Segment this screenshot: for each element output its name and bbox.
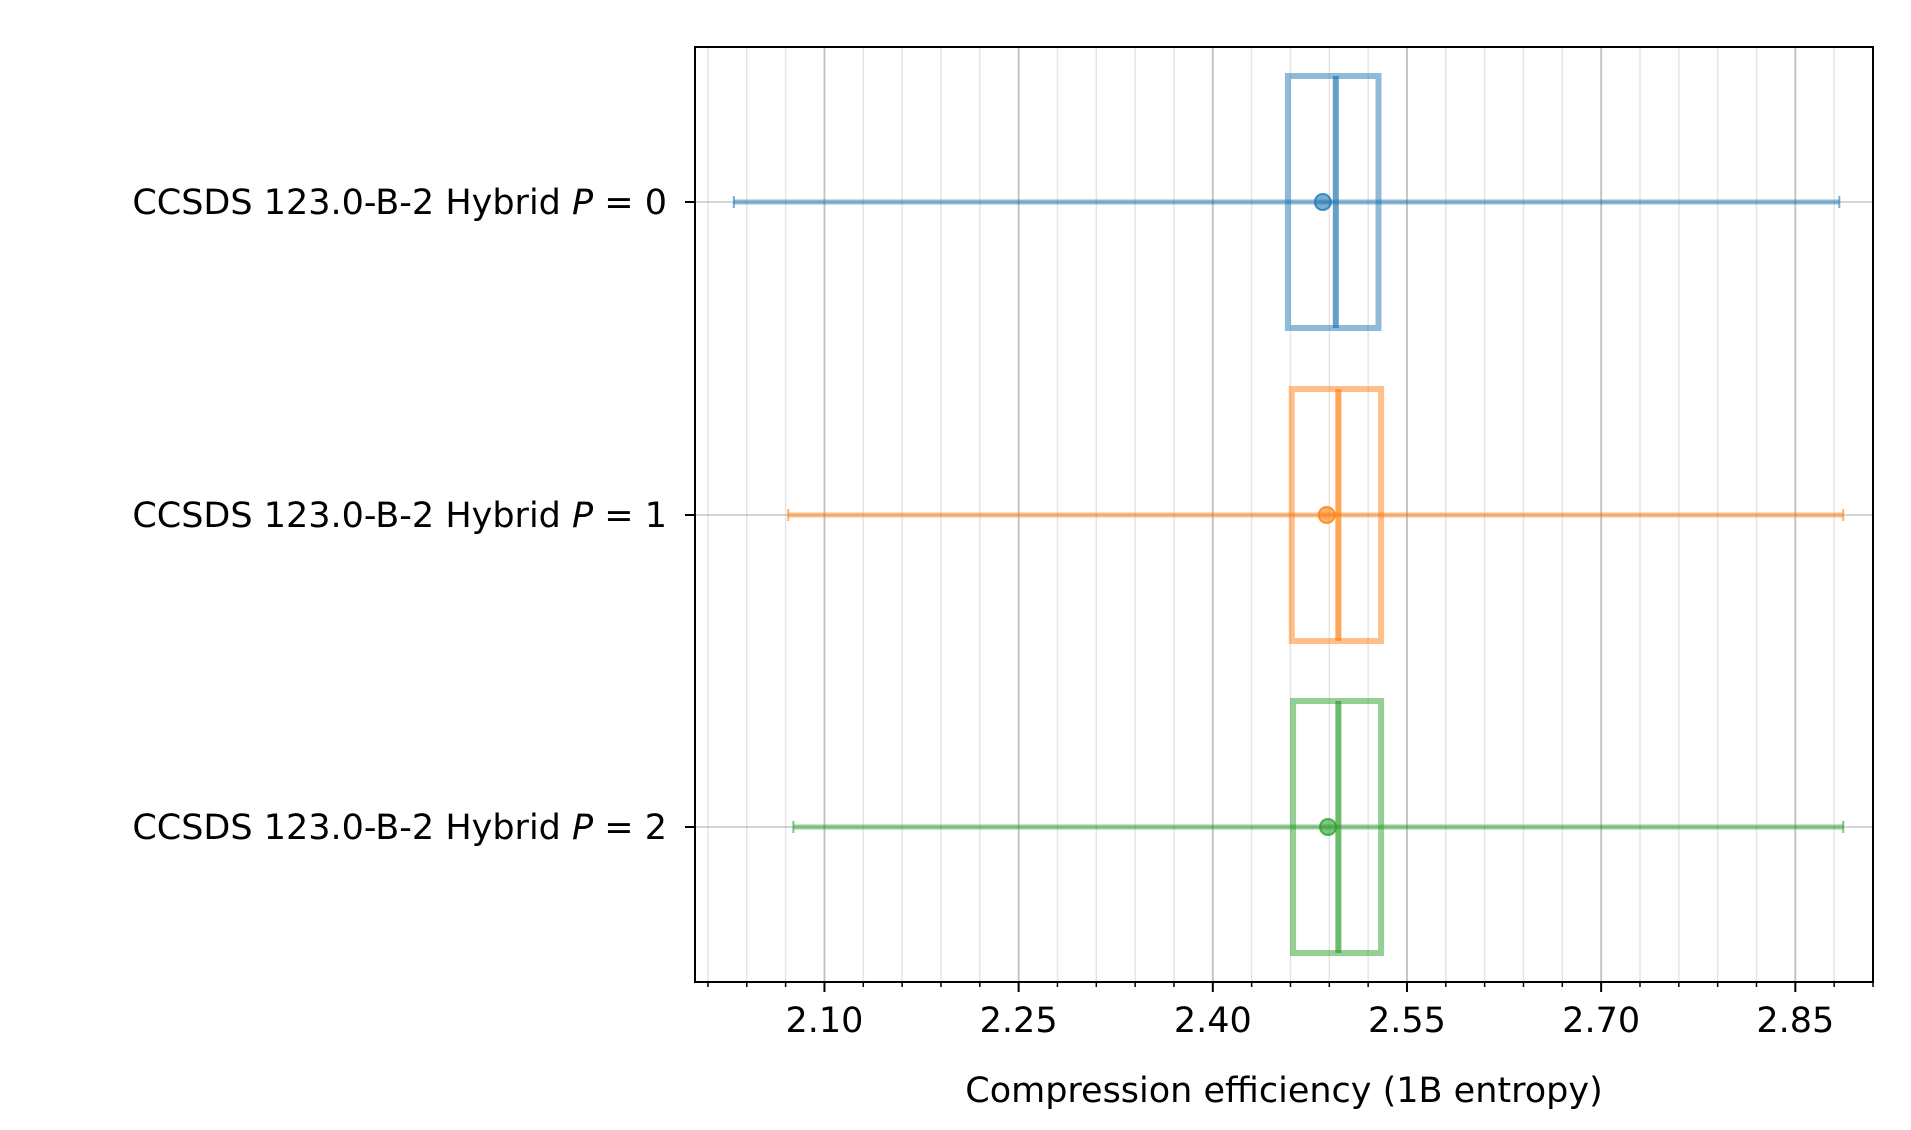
y-tick-label-variable: P [572,808,594,848]
y-tick-label: CCSDS 123.0-B-2 Hybrid P = 1 [132,496,667,536]
y-tick-label-variable: P [572,496,594,536]
x-tick-label: 2.70 [1562,1001,1640,1041]
x-tick-label: 2.55 [1368,1001,1446,1041]
series-layer [732,73,1845,956]
mean-marker [1319,818,1338,836]
y-tick-label-prefix: CCSDS 123.0-B-2 Hybrid [132,496,572,536]
x-tick-label: 2.10 [785,1001,863,1041]
x-tick-label: 2.40 [1174,1001,1252,1041]
series-group [732,73,1841,331]
y-tick-label-suffix: = 2 [593,808,667,848]
y-tick-label-suffix: = 0 [593,183,667,223]
series-group [787,386,1845,644]
y-tick-label-variable: P [572,183,594,223]
x-axis-title: Compression efficiency (1B entropy) [965,1071,1603,1111]
y-tick-label-prefix: CCSDS 123.0-B-2 Hybrid [132,808,572,848]
mean-marker [1313,193,1332,211]
y-tick-label: CCSDS 123.0-B-2 Hybrid P = 2 [132,808,667,848]
x-tick-label: 2.85 [1756,1001,1834,1041]
x-tick-label: 2.25 [980,1001,1058,1041]
axes: 2.10 2.25 2.40 2.55 2.70 2.85 CCSDS 123.0-B-2 … [132,183,1874,1041]
y-tick-label-prefix: CCSDS 123.0-B-2 Hybrid [132,183,572,223]
mean-marker [1317,506,1336,524]
series-group [792,698,1845,956]
y-tick-label: CCSDS 123.0-B-2 Hybrid P = 0 [132,183,667,223]
y-tick-label-suffix: = 1 [593,496,667,536]
